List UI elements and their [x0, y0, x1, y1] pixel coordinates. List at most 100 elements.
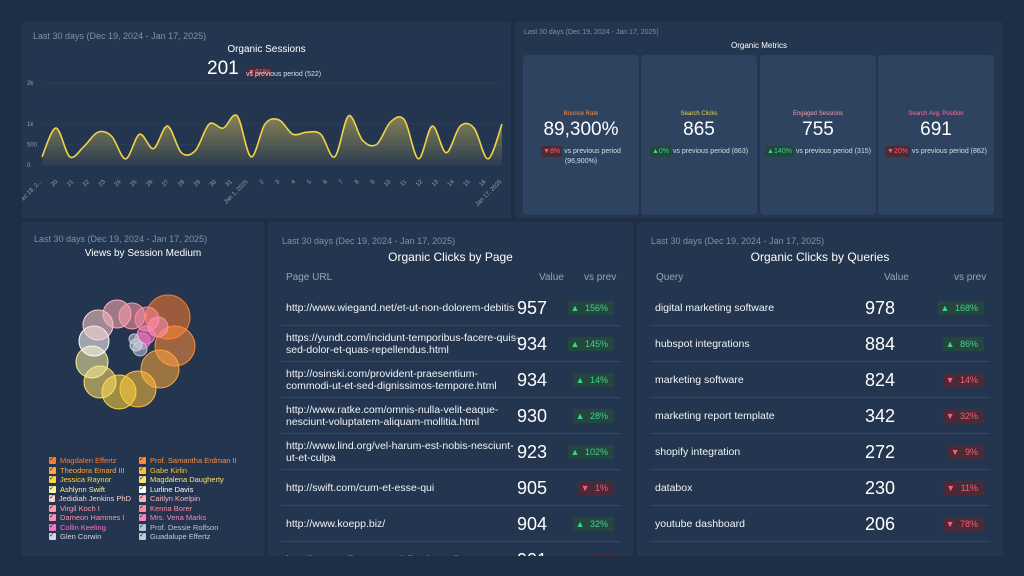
- legend-item[interactable]: Dameon Hammes I: [49, 512, 131, 523]
- metric-card[interactable]: Engaged Sessions 755 ▲140% vs previous per…: [760, 55, 876, 215]
- column-header-prev[interactable]: vs prev: [584, 272, 617, 283]
- checkbox-icon[interactable]: [49, 474, 56, 484]
- table-row[interactable]: http://www.wiegand.net/et-ut-non-dolorem…: [281, 290, 620, 326]
- compare-text: vs previous period (315): [795, 148, 871, 155]
- legend-item[interactable]: Ashlynn Swift: [49, 484, 131, 495]
- checkbox-icon[interactable]: [49, 455, 56, 465]
- row-value: 934: [516, 369, 547, 390]
- table-row[interactable]: databox 230 ▼ 11%: [650, 470, 990, 506]
- legend-label: Virgil Koch I: [60, 503, 100, 513]
- table-row[interactable]: http://www.volkman.com/alias-impedit-ut-…: [281, 542, 620, 556]
- legend-item[interactable]: Mrs. Vena Marks: [139, 512, 249, 523]
- column-header-value[interactable]: Value: [539, 272, 564, 283]
- column-header-value[interactable]: Value: [884, 272, 909, 283]
- legend-item[interactable]: Theodora Emard III: [49, 465, 131, 476]
- checkbox-icon[interactable]: [49, 531, 56, 541]
- checkbox-icon[interactable]: [139, 455, 146, 465]
- row-label: http://swift.com/cum-et-esse-qui: [286, 482, 435, 494]
- metric-value: 691: [920, 119, 952, 140]
- table-row[interactable]: marketing report template 342 ▼ 32%: [650, 398, 990, 434]
- column-header-url[interactable]: Page URL: [286, 272, 333, 283]
- row-change: ▼ 14%: [942, 362, 984, 398]
- table-row[interactable]: youtube dashboard 206 ▼ 78%: [650, 506, 990, 542]
- change-value: 14%: [589, 375, 608, 385]
- column-header-prev[interactable]: vs prev: [954, 272, 987, 283]
- panel-title: Organic Clicks by Queries: [750, 250, 890, 264]
- legend-item[interactable]: Magdalena Daugherty: [139, 474, 249, 485]
- x-tick-label: 22: [82, 179, 91, 188]
- table-row[interactable]: hubspot integrations 884 ▲ 86%: [650, 326, 990, 362]
- legend-item[interactable]: Guadalupe Effertz: [139, 531, 249, 542]
- checkbox-icon[interactable]: [139, 512, 146, 522]
- metric-value: 755: [802, 119, 834, 140]
- table-row[interactable]: https://yundt.com/incidunt-temporibus-fa…: [281, 326, 620, 362]
- table-row[interactable]: http://www.ratke.com/omnis-nulla-velit-e…: [281, 398, 620, 434]
- x-tick-label: 2: [259, 179, 266, 186]
- metric-card[interactable]: Search Clicks 865 ▲0% vs previous period (…: [641, 55, 757, 215]
- change-value: 78%: [959, 519, 978, 529]
- row-label: digital marketing software: [655, 302, 775, 314]
- legend-item[interactable]: Caitlyn Koelpin: [139, 493, 249, 504]
- x-tick-label: 24: [114, 179, 123, 188]
- legend-item[interactable]: Collin Keeling: [49, 522, 131, 533]
- legend-item[interactable]: Jessica Raynor: [49, 474, 131, 485]
- legend-label: Ashlynn Swift: [60, 484, 106, 494]
- checkbox-icon[interactable]: [139, 493, 146, 503]
- checkbox-icon[interactable]: [49, 503, 56, 512]
- checkbox-icon[interactable]: [49, 512, 56, 522]
- checkbox-icon[interactable]: [139, 531, 146, 541]
- checkbox-icon[interactable]: [49, 493, 55, 503]
- legend-item[interactable]: Lurline Davis: [139, 484, 249, 495]
- change-value: [605, 553, 611, 556]
- x-tick-label: 11: [400, 179, 409, 188]
- table-row[interactable]: digital marketing software 978 ▲ 168%: [650, 290, 990, 326]
- metric-card[interactable]: Bounce Rate 89,300% ▼8% vs previous period…: [523, 55, 639, 215]
- panel-title: Organic Clicks by Page: [388, 250, 513, 264]
- change-badge: ▲ 32%: [572, 517, 614, 531]
- legend-label: Glen Corwin: [60, 532, 102, 542]
- organic-sessions-panel: Last 30 days (Dec 19, 2024 - Jan 17, 202…: [22, 22, 511, 218]
- row-label: http://www.wiegand.net/et-ut-non-dolorem…: [286, 302, 515, 314]
- legend-item[interactable]: Prof. Dessie Rolfson: [139, 522, 249, 533]
- legend-item[interactable]: Jedidiah Jenkins PhD: [49, 493, 131, 504]
- checkbox-icon[interactable]: [139, 503, 146, 512]
- x-tick-label: 10: [383, 179, 392, 188]
- legend-label: Magdalen Effertz: [60, 456, 117, 466]
- change-badge: ▲ 14%: [572, 373, 614, 387]
- table-row[interactable]: http://swift.com/cum-et-esse-qui 905 ▼ 1%: [281, 470, 620, 506]
- legend-item[interactable]: Prof. Samantha Erdman II: [139, 455, 249, 466]
- legend-item[interactable]: Glen Corwin: [49, 531, 131, 542]
- x-tick-label: 4: [291, 179, 298, 186]
- checkbox-icon[interactable]: [49, 465, 56, 474]
- column-header-query[interactable]: Query: [656, 272, 684, 283]
- organic-metrics-panel: Last 30 days (Dec 19, 2024 - Jan 17, 202…: [515, 22, 1003, 218]
- legend-item[interactable]: Gabe Kirlin: [139, 465, 249, 476]
- checkbox-icon[interactable]: [139, 474, 146, 484]
- metric-label: Search Clicks: [680, 111, 718, 117]
- checkbox-icon[interactable]: [49, 522, 56, 531]
- checkbox-icon[interactable]: [49, 484, 56, 493]
- x-tick-label: 9: [370, 179, 377, 186]
- table-row[interactable]: shopify integration 272 ▼ 9%: [650, 434, 990, 470]
- table-row[interactable]: http://www.lind.org/vel-harum-est-nobis-…: [281, 434, 620, 470]
- change-badge: ▲ 168%: [937, 301, 984, 315]
- bubble[interactable]: [128, 333, 140, 345]
- compare-text: vs previous period (863): [672, 148, 749, 155]
- change-badge: ▼ 32%: [942, 409, 984, 423]
- table-row[interactable]: marketing software 824 ▼ 14%: [650, 362, 990, 398]
- legend-item[interactable]: Virgil Koch I: [49, 503, 131, 514]
- legend-item[interactable]: Magdalen Effertz: [49, 455, 131, 466]
- checkbox-icon[interactable]: [139, 522, 146, 531]
- row-change: ▲ 145%: [567, 326, 614, 362]
- table-row[interactable]: http://www.koepp.biz/904 ▲ 32%: [281, 506, 620, 542]
- legend-label: Magdalena Daugherty: [150, 475, 224, 485]
- legend-item[interactable]: Kenna Borer: [139, 503, 249, 514]
- checkbox-icon[interactable]: [139, 465, 146, 474]
- row-value: 957: [516, 297, 547, 318]
- checkbox-icon[interactable]: [139, 484, 146, 493]
- metric-compare: ▼20% vs previous period (862): [878, 146, 994, 157]
- row-change: ▼ 11%: [943, 470, 984, 506]
- table-row[interactable]: http://osinski.com/provident-praesentium…: [281, 362, 620, 398]
- legend-label: Guadalupe Effertz: [150, 532, 211, 542]
- metric-card[interactable]: Search Avg. Position 691 ▼20% vs previous …: [878, 55, 994, 215]
